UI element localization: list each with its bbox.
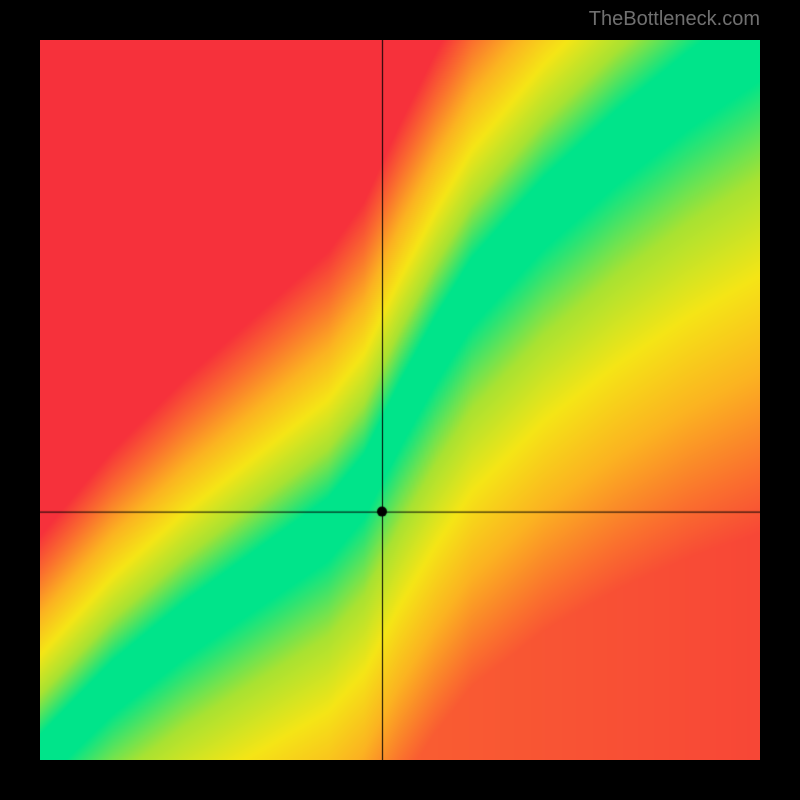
watermark-text: TheBottleneck.com [589,8,760,31]
heatmap-canvas [40,40,760,760]
heatmap-plot [40,40,760,760]
